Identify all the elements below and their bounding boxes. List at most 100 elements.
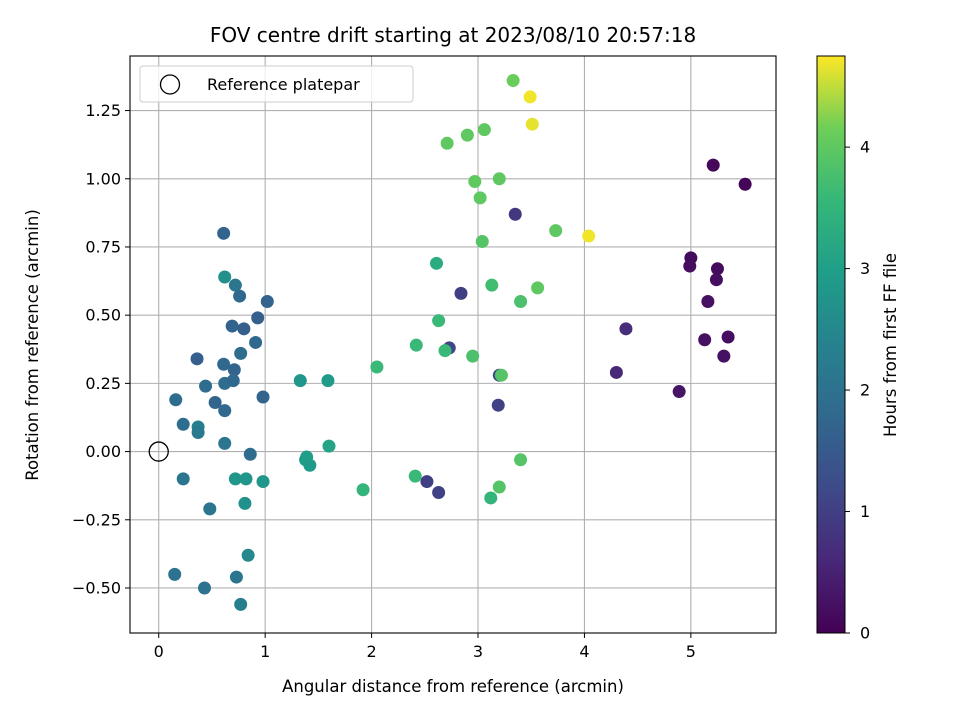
data-point (241, 548, 255, 562)
data-point (709, 273, 723, 287)
y-tick-label: 0.25 (85, 374, 121, 393)
x-tick-label: 2 (366, 642, 376, 661)
data-point (494, 368, 508, 382)
data-point (260, 295, 274, 309)
data-point (218, 436, 232, 450)
grid (130, 56, 776, 633)
data-point (420, 475, 434, 489)
data-point (408, 469, 422, 483)
data-point (229, 570, 243, 584)
data-point (473, 191, 487, 205)
data-point (293, 374, 307, 388)
data-point (506, 74, 520, 88)
data-point (370, 360, 384, 374)
data-point (738, 177, 752, 191)
scatter-points (168, 74, 752, 611)
data-point (582, 229, 596, 243)
x-tick-label: 1 (260, 642, 270, 661)
data-point (356, 483, 370, 497)
data-point (226, 374, 240, 388)
data-point (243, 447, 257, 461)
x-tick-label: 4 (579, 642, 589, 661)
data-point (228, 278, 242, 292)
data-point (208, 395, 222, 409)
x-axis-ticks: 0 1 2 3 4 5 (154, 633, 696, 661)
y-tick-label: 0.50 (85, 306, 121, 325)
reference-platepar-marker (148, 441, 169, 462)
data-point (710, 262, 724, 276)
data-point (432, 314, 446, 328)
data-point (672, 385, 686, 399)
data-point (468, 174, 482, 188)
data-point (492, 172, 506, 186)
y-tick-label: 0.75 (85, 237, 121, 256)
legend: Reference platepar (139, 65, 414, 103)
data-point (721, 330, 735, 344)
data-point (531, 281, 545, 295)
data-point (203, 502, 217, 516)
colorbar-tick-label: 4 (860, 138, 870, 157)
data-point (225, 319, 239, 333)
x-tick-label: 0 (154, 642, 164, 661)
data-point (438, 344, 452, 358)
data-point (168, 567, 182, 581)
data-point (525, 117, 539, 131)
data-point (217, 226, 231, 240)
data-point (197, 581, 211, 595)
data-point (460, 128, 474, 142)
data-point (303, 458, 317, 472)
y-tick-label: 1.25 (85, 101, 121, 120)
y-tick-label: −0.50 (72, 578, 121, 597)
data-point (239, 472, 253, 486)
colorbar-tick-label: 0 (860, 624, 870, 643)
data-point (176, 472, 190, 486)
chart-title: FOV centre drift starting at 2023/08/10 … (210, 23, 696, 47)
data-point (176, 417, 190, 431)
legend-box (139, 65, 414, 103)
y-axis-ticks: −0.50 −0.25 0.00 0.25 0.50 0.75 1.00 1.25 (72, 101, 130, 597)
x-tick-label: 3 (473, 642, 483, 661)
colorbar-label: Hours from first FF file (881, 253, 900, 437)
data-point (251, 311, 265, 325)
data-point (430, 256, 444, 270)
data-point (234, 597, 248, 611)
x-tick-label: 5 (686, 642, 696, 661)
x-axis-label: Angular distance from reference (arcmin) (282, 677, 624, 696)
data-point (218, 404, 232, 418)
data-point (698, 333, 712, 347)
data-point (683, 259, 697, 273)
data-point (477, 123, 491, 137)
colorbar-frame (816, 55, 846, 634)
data-point (191, 425, 205, 439)
data-point (256, 475, 270, 489)
colorbar-tick-label: 2 (860, 381, 870, 400)
data-point (199, 379, 213, 393)
y-tick-label: 1.00 (85, 169, 121, 188)
data-point (409, 338, 423, 352)
data-point (432, 486, 446, 500)
data-point (485, 278, 499, 292)
data-point (227, 363, 241, 377)
colorbar-tick-label: 1 (860, 502, 870, 521)
data-point (466, 349, 480, 363)
data-point (454, 286, 468, 300)
colorbar-ticks: 0 1 2 3 4 (845, 138, 870, 643)
data-point (514, 295, 528, 309)
data-point (609, 365, 623, 379)
data-point (190, 352, 204, 366)
colorbar (817, 56, 845, 633)
plot-frame (129, 55, 777, 634)
data-point (228, 472, 242, 486)
legend-marker-open-circle (159, 74, 181, 95)
data-point (169, 393, 183, 407)
data-point (217, 357, 231, 371)
data-point (508, 207, 522, 221)
data-point (706, 158, 720, 172)
y-axis-label: Rotation from reference (arcmin) (23, 209, 42, 481)
data-point (234, 346, 248, 360)
y-tick-label: −0.25 (72, 510, 121, 529)
data-point (249, 335, 263, 349)
y-tick-label: 0.00 (85, 442, 121, 461)
